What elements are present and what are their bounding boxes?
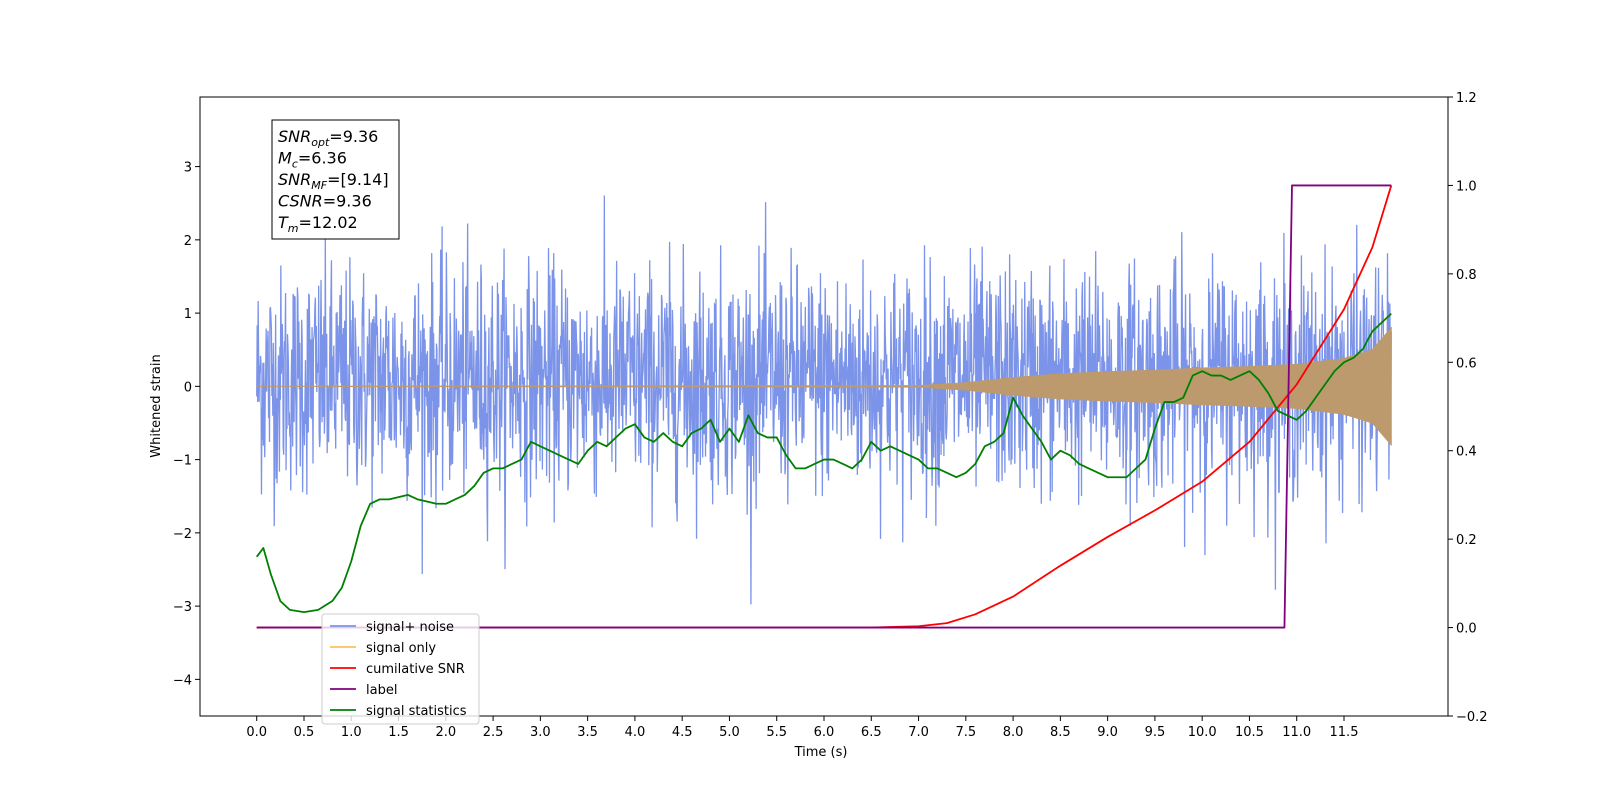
y2-tick-label: 0.0 xyxy=(1456,622,1477,637)
x-tick-label: 7.0 xyxy=(908,725,929,740)
legend-frame xyxy=(321,613,480,725)
x-tick-label: 2.0 xyxy=(435,725,456,740)
x-tick-label: 5.0 xyxy=(719,725,740,740)
series-signal-noise xyxy=(256,195,1392,605)
x-tick-label: 10.0 xyxy=(1188,725,1217,740)
x-tick-label: 8.5 xyxy=(1050,725,1071,740)
info-line: Mc=6.36 xyxy=(278,149,347,171)
y-tick-label: −3 xyxy=(173,600,192,615)
legend-label: signal statistics xyxy=(366,704,467,719)
y-axis-ticks: 3 2 1 0 −1 −2 −3 −4 xyxy=(173,161,200,688)
y2-axis-ticks: 1.2 1.0 0.8 0.6 0.4 0.2 0.0 −0.2 xyxy=(1448,91,1488,725)
legend-label: signal only xyxy=(366,641,436,656)
y-tick-label: 1 xyxy=(184,307,192,322)
x-tick-label: 2.5 xyxy=(483,725,504,740)
x-tick-label: 0.5 xyxy=(294,725,315,740)
legend: signal+ noise signal only cumilative SNR la… xyxy=(321,613,480,725)
y2-tick-label: 0.4 xyxy=(1456,445,1477,460)
y-tick-label: −1 xyxy=(173,454,192,469)
y-tick-label: −2 xyxy=(173,527,192,542)
y2-tick-label: 0.2 xyxy=(1456,533,1477,548)
y-axis-label: Whitened strain xyxy=(149,354,164,457)
info-line: SNRMF=[9.14] xyxy=(278,170,389,192)
legend-label: label xyxy=(366,683,397,698)
x-tick-label: 3.5 xyxy=(577,725,598,740)
x-tick-label: 3.0 xyxy=(530,725,551,740)
y-tick-label: −4 xyxy=(173,673,192,688)
x-tick-label: 0.0 xyxy=(246,725,267,740)
series-signal-statistics xyxy=(256,312,1392,613)
x-tick-label: 9.5 xyxy=(1145,725,1166,740)
x-tick-label: 4.0 xyxy=(625,725,646,740)
x-tick-label: 6.5 xyxy=(861,725,882,740)
x-tick-label: 8.0 xyxy=(1003,725,1024,740)
legend-label: cumilative SNR xyxy=(366,662,465,677)
y-tick-label: 2 xyxy=(184,234,192,249)
y2-tick-label: −0.2 xyxy=(1456,710,1488,725)
y2-tick-label: 1.2 xyxy=(1456,91,1477,106)
x-axis-label: Time (s) xyxy=(794,745,848,760)
y2-tick-label: 0.6 xyxy=(1456,356,1477,371)
series-layer xyxy=(256,184,1393,629)
x-axis-ticks: 0.0 0.5 1.0 1.5 2.0 2.5 3.0 3.5 4.0 4.5 5.0 5.5 6.0 6… xyxy=(246,716,1358,740)
y2-tick-label: 0.8 xyxy=(1456,268,1477,283)
x-tick-label: 4.5 xyxy=(672,725,693,740)
x-tick-label: 1.0 xyxy=(341,725,362,740)
info-box-frame xyxy=(271,119,400,240)
x-tick-label: 11.0 xyxy=(1282,725,1311,740)
info-line: Tm=12.02 xyxy=(278,213,358,235)
info-line: SNRopt=9.36 xyxy=(278,127,378,149)
series-cumulative-snr xyxy=(256,185,1393,629)
legend-label: signal+ noise xyxy=(366,620,454,635)
series-label xyxy=(256,184,1392,629)
y-tick-label: 3 xyxy=(184,161,192,176)
x-tick-label: 1.5 xyxy=(388,725,409,740)
x-tick-label: 5.5 xyxy=(766,725,787,740)
x-tick-label: 9.0 xyxy=(1097,725,1118,740)
y2-tick-label: 1.0 xyxy=(1456,179,1477,194)
series-signal-only xyxy=(256,326,1392,447)
x-tick-label: 6.0 xyxy=(814,725,835,740)
info-line: CSNR=9.36 xyxy=(278,192,372,211)
x-tick-label: 10.5 xyxy=(1235,725,1264,740)
y-tick-label: 0 xyxy=(184,380,192,395)
x-tick-label: 11.5 xyxy=(1330,725,1359,740)
x-tick-label: 7.5 xyxy=(955,725,976,740)
